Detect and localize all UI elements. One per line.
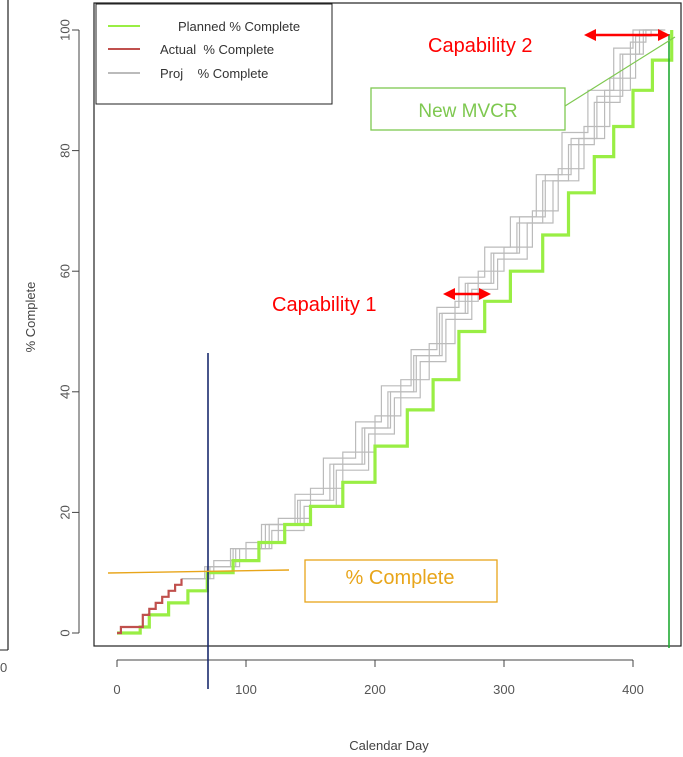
capability-2-label: Capability 2: [428, 35, 533, 57]
new-mvcr-pointer: [564, 36, 676, 107]
legend-label-actual: Actual % Complete: [160, 42, 274, 57]
legend-box: [95, 3, 333, 105]
y-tick-label: 20: [57, 505, 72, 519]
x-tick-label: 400: [622, 682, 644, 697]
y-axis: 0 20 40 60 80 100: [57, 19, 80, 637]
pct-complete-label: % Complete: [346, 567, 455, 589]
y-tick-label: 40: [57, 385, 72, 399]
series-layer: [117, 29, 674, 635]
pct-complete-box: [304, 559, 498, 603]
legend-label-planned: Planned % Complete: [178, 19, 300, 34]
plot-frame: [93, 2, 682, 647]
capability-1-label: Capability 1: [272, 294, 377, 316]
y-tick-label: 0: [57, 629, 72, 636]
series-proj-line-1: [181, 29, 659, 580]
y-tick-label: 100: [57, 19, 72, 41]
legend-item-planned: Planned % Complete: [108, 19, 300, 34]
left-panel-tick-label: 0: [0, 660, 7, 675]
capability-1-range-arrow: [443, 288, 491, 300]
x-tick-label: 0: [113, 682, 120, 697]
new-mvcr-box: [370, 87, 566, 131]
x-axis: 0 100 200 300 400: [113, 659, 644, 697]
y-axis-title: % Complete: [23, 282, 38, 353]
x-axis-title: Calendar Day: [349, 738, 429, 753]
y-tick-label: 60: [57, 264, 72, 278]
x-tick-label: 100: [235, 682, 257, 697]
series-planned-line: [117, 30, 674, 635]
series-proj-line-2: [181, 29, 666, 580]
y-tick-label: 80: [57, 143, 72, 157]
legend-item-proj: Proj % Complete: [108, 66, 268, 81]
series-proj-line-4: [181, 30, 652, 580]
x-tick-label: 200: [364, 682, 386, 697]
legend: Planned % Complete Actual % Complete Pro…: [95, 3, 333, 105]
pct-complete-pointer: [107, 569, 290, 574]
series-proj-line-5: [181, 29, 663, 580]
legend-item-actual: Actual % Complete: [108, 42, 274, 57]
series-proj-line-3: [181, 29, 653, 580]
new-mvcr-label: New MVCR: [418, 101, 517, 122]
x-tick-label: 300: [493, 682, 515, 697]
series-actual-line: [117, 578, 183, 635]
capability-2-range-arrow: [584, 29, 670, 41]
legend-label-proj: Proj % Complete: [160, 66, 268, 81]
